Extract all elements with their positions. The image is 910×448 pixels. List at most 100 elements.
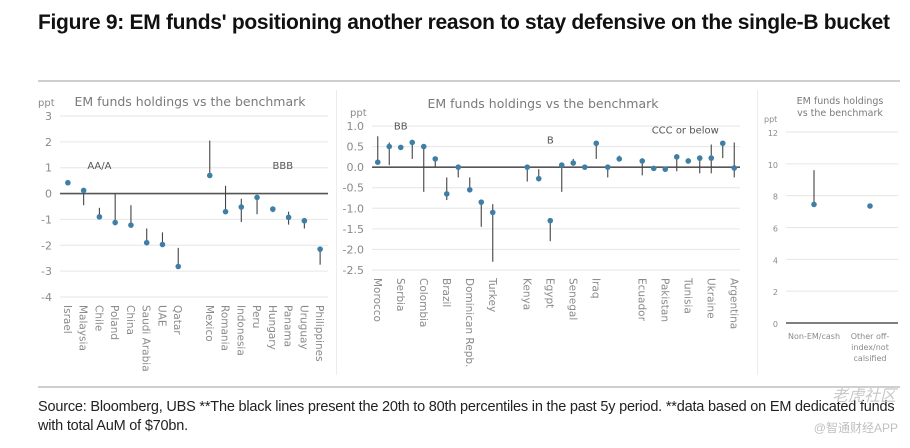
- x-tick-label: Colombia: [417, 278, 429, 327]
- x-tick-label: Philippines: [313, 305, 325, 362]
- x-tick-label: China: [124, 305, 136, 335]
- data-point: [593, 140, 600, 147]
- x-tick-label: Dominican Repb.: [463, 278, 475, 367]
- data-point: [420, 143, 427, 150]
- y-tick-label: 8: [773, 193, 778, 202]
- chart-title: EM funds holdings vs the benchmark: [427, 96, 659, 111]
- data-point: [867, 203, 873, 209]
- data-point: [175, 263, 182, 270]
- data-point: [719, 140, 726, 147]
- y-tick-label: 0.0: [347, 161, 365, 174]
- y-tick-label: 12: [768, 129, 778, 138]
- y-axis-label: ppt: [764, 115, 777, 124]
- data-point: [616, 156, 623, 162]
- watermark-logo: 老虎社区: [831, 388, 896, 405]
- x-tick-label: index/not: [851, 343, 889, 352]
- x-tick-label: Israel: [61, 305, 73, 334]
- x-tick-label: Morocco: [371, 278, 383, 322]
- y-tick-label: 2: [773, 288, 778, 297]
- x-tick-label: Romania: [219, 305, 231, 351]
- y-axis-label: ppt: [38, 98, 55, 109]
- data-point: [685, 158, 692, 164]
- data-point: [317, 246, 323, 252]
- x-tick-label: Kenya: [520, 278, 532, 310]
- x-tick-label: Poland: [108, 305, 120, 340]
- data-point: [570, 160, 577, 166]
- data-point: [301, 217, 308, 224]
- x-tick-label: UAE: [155, 305, 167, 327]
- data-point: [455, 164, 462, 170]
- x-tick-label: Qatar: [171, 305, 183, 335]
- rating-bucket-label: AA/A: [87, 161, 111, 172]
- data-point: [662, 166, 669, 172]
- data-point: [374, 159, 381, 166]
- data-point: [143, 239, 150, 246]
- y-tick-label: -1: [41, 213, 52, 226]
- data-point: [159, 241, 166, 248]
- y-tick-label: 10: [768, 161, 778, 170]
- x-tick-label: Argentina: [727, 278, 739, 329]
- data-point: [673, 154, 680, 160]
- data-point: [238, 204, 245, 210]
- x-tick-label: Egypt: [543, 278, 555, 308]
- x-tick-label: Iraq: [589, 278, 601, 299]
- data-point: [535, 175, 542, 182]
- y-tick-label: 4: [773, 256, 778, 265]
- data-point: [547, 217, 554, 224]
- source-divider: [38, 386, 900, 388]
- data-point: [811, 201, 817, 208]
- rating-bucket-label: BBB: [273, 161, 294, 172]
- data-point: [409, 139, 416, 146]
- x-tick-label: Chile: [92, 305, 104, 331]
- data-point: [254, 194, 260, 201]
- data-point: [708, 155, 715, 161]
- x-tick-label: Serbia: [394, 278, 406, 311]
- x-tick-label: calsified: [854, 354, 887, 363]
- x-tick-label: Hungary: [266, 305, 278, 350]
- x-tick-label: Indonesia: [234, 305, 246, 356]
- data-point: [222, 208, 229, 215]
- y-tick-label: -4: [41, 291, 52, 304]
- chart-title: EM funds holdings vs the benchmark: [74, 94, 306, 109]
- y-tick-label: -0.5: [343, 182, 364, 195]
- data-point: [386, 143, 393, 150]
- rating-bucket-label: B: [547, 136, 554, 147]
- chart-title-line: vs the benchmark: [797, 108, 883, 119]
- x-tick-label: Ecuador: [635, 278, 647, 322]
- x-tick-label: Other off-: [851, 332, 890, 341]
- data-point: [270, 206, 276, 212]
- figure-title: Figure 9: EM funds' positioning another …: [38, 11, 890, 34]
- x-tick-label: Turkey: [486, 277, 498, 312]
- data-point: [96, 214, 103, 220]
- data-point: [489, 209, 496, 216]
- data-point: [443, 191, 450, 197]
- data-point: [397, 144, 404, 151]
- x-tick-label: Brazil: [440, 278, 452, 307]
- y-tick-label: 1.0: [347, 120, 365, 133]
- y-tick-label: 0.5: [347, 141, 365, 154]
- data-point: [478, 199, 485, 205]
- y-tick-label: 1: [45, 162, 52, 175]
- data-point: [466, 186, 473, 193]
- y-tick-label: 0: [773, 320, 778, 329]
- chart-middle-bb-b-ccc: EM funds holdings vs the benchmark ppt1.0…: [343, 96, 740, 367]
- x-tick-label: Tunisia: [681, 277, 693, 314]
- x-tick-label: Peru: [250, 305, 262, 328]
- data-point: [80, 187, 87, 194]
- data-point: [639, 158, 646, 164]
- y-tick-label: -1.5: [343, 223, 364, 236]
- data-point: [524, 164, 531, 170]
- data-point: [206, 172, 213, 179]
- data-point: [65, 179, 71, 186]
- x-tick-label: Mexico: [203, 305, 215, 342]
- rating-bucket-label: CCC or below: [652, 125, 719, 136]
- data-point: [558, 162, 565, 168]
- x-tick-label: Non-EM/cash: [788, 332, 840, 341]
- chart-title-line: EM funds holdings: [797, 96, 884, 107]
- panel-separator: [336, 90, 337, 375]
- y-tick-label: -2: [41, 239, 52, 252]
- data-point: [285, 214, 292, 221]
- x-tick-label: Panama: [282, 305, 294, 347]
